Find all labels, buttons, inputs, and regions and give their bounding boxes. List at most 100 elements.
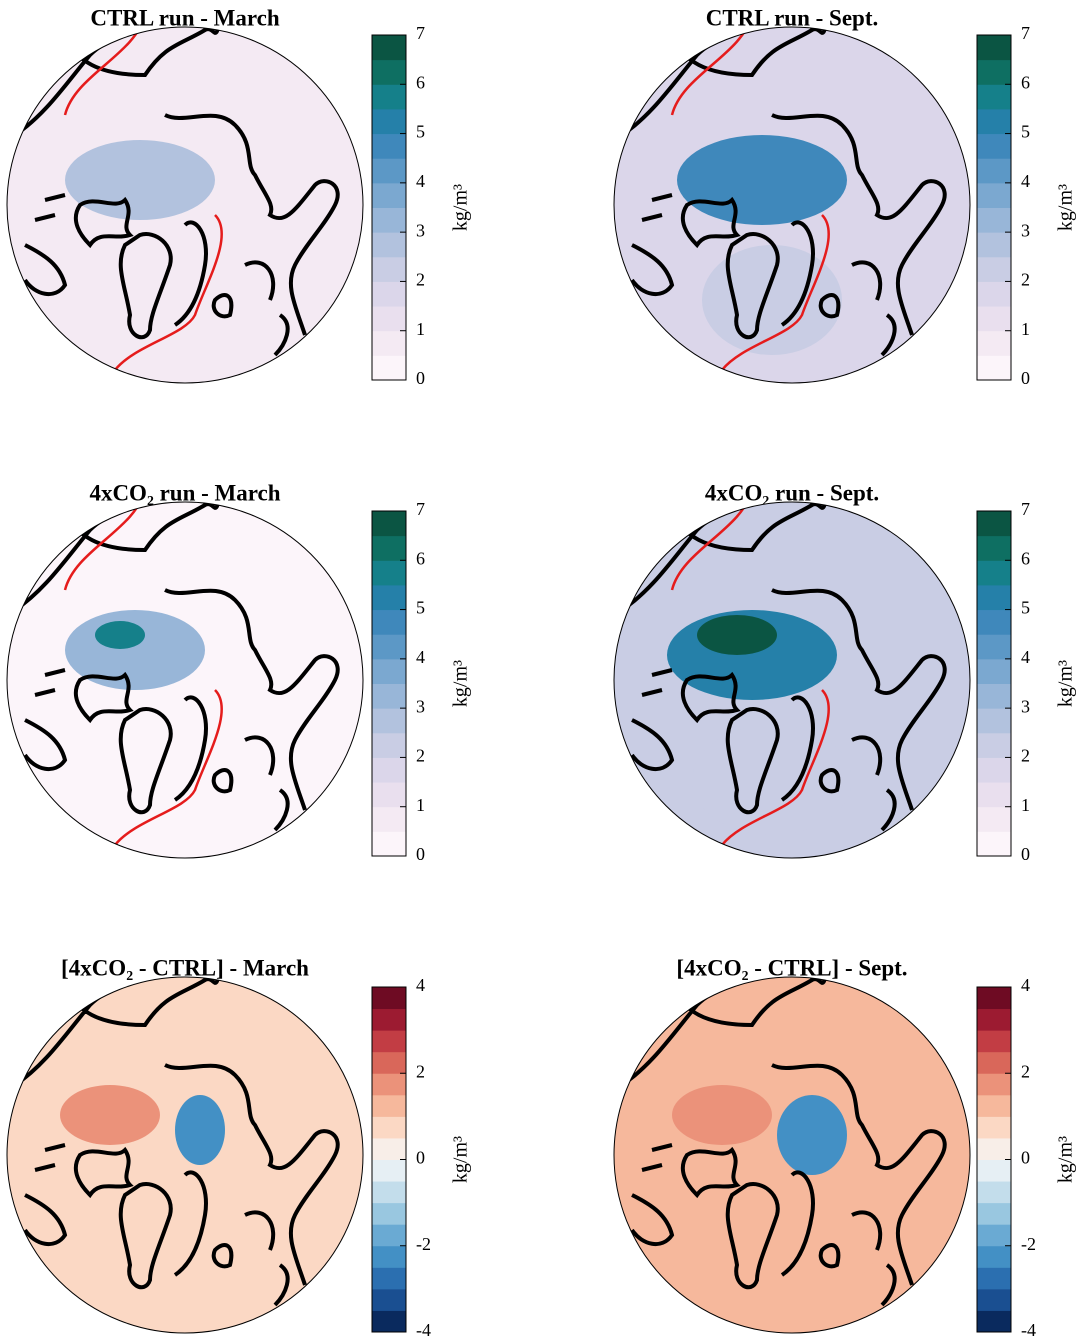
colorbar-tick-label: 0 (416, 1148, 425, 1168)
map (614, 977, 970, 1333)
colorbar-band (372, 708, 406, 734)
field-region (175, 1095, 225, 1165)
colorbar-band (977, 84, 1011, 110)
colorbar-frame (976, 510, 1012, 857)
colorbar-band (372, 232, 406, 258)
colorbar-band (372, 1267, 406, 1290)
colorbar-band (977, 987, 1011, 1010)
colorbar-band (372, 757, 406, 783)
colorbar-band (977, 1181, 1011, 1204)
colorbar-tick-label: 6 (1021, 72, 1030, 92)
colorbar-band (977, 683, 1011, 709)
colorbar-band (977, 708, 1011, 734)
colorbar-tick-label: 3 (1021, 220, 1030, 240)
colorbar-band (977, 584, 1011, 611)
map (614, 27, 970, 383)
colorbar-band (977, 158, 1011, 184)
colorbar-tick-label: 5 (1021, 598, 1030, 618)
colorbar-label: kg/m³ (450, 184, 472, 231)
panel-title: 4xCO₂ run - March (89, 480, 280, 505)
colorbar-band (372, 1159, 406, 1182)
colorbar-band (977, 59, 1011, 85)
map (7, 977, 363, 1333)
colorbar-label: kg/m³ (450, 660, 472, 707)
colorbar-tick-label: 0 (1021, 368, 1030, 388)
colorbar-band (372, 732, 406, 758)
colorbar-band (372, 1310, 406, 1333)
colorbar-band (977, 1094, 1011, 1117)
colorbar-band (977, 256, 1011, 282)
colorbar-band (977, 1310, 1011, 1333)
colorbar-band (372, 584, 406, 611)
colorbar-band (372, 108, 406, 135)
colorbar-band (977, 831, 1011, 857)
map-border (613, 976, 971, 1334)
colorbar-band (372, 831, 406, 857)
colorbar-band (372, 133, 406, 159)
map (614, 502, 970, 858)
panel-title: CTRL run - Sept. (706, 5, 879, 30)
colorbar-band (977, 1051, 1011, 1074)
map-background (7, 502, 363, 858)
colorbar-band (977, 560, 1011, 586)
colorbar-band (372, 609, 406, 635)
colorbar-tick-label: 2 (416, 270, 425, 290)
colorbar-band (372, 1224, 406, 1247)
colorbar-frame (371, 34, 407, 381)
colorbar-tick-label: 1 (416, 795, 425, 815)
field-region (777, 1095, 847, 1175)
colorbar-band (977, 1224, 1011, 1247)
map-border (6, 26, 364, 384)
colorbar-tick-label: 1 (416, 319, 425, 339)
field-region (95, 621, 145, 649)
colorbar-tick-label: 1 (1021, 795, 1030, 815)
colorbar-tick-label: 7 (416, 23, 425, 43)
colorbar-tick-label: 5 (1021, 122, 1030, 142)
map (7, 502, 363, 858)
colorbar-band (372, 1051, 406, 1074)
colorbar-band (372, 1073, 406, 1096)
colorbar-band (977, 1159, 1011, 1182)
colorbar-tick-label: 6 (416, 548, 425, 568)
colorbar-band (372, 1202, 406, 1225)
colorbar-band (977, 182, 1011, 208)
panel-title: [4xCO₂ - CTRL] - March (61, 955, 309, 980)
colorbar-tick-label: -2 (1021, 1234, 1036, 1254)
colorbar-band (977, 1245, 1011, 1268)
colorbar-tick-label: 3 (416, 696, 425, 716)
colorbar-tick-label: 2 (416, 1061, 425, 1081)
colorbar-band (372, 330, 406, 356)
colorbar-band (977, 35, 1011, 61)
map-border (6, 976, 364, 1334)
colorbar-band (977, 1116, 1011, 1139)
colorbar-band (372, 1008, 406, 1031)
map-border (613, 501, 971, 859)
colorbar-tick-label: 0 (416, 844, 425, 864)
colorbar-tick-label: 7 (416, 499, 425, 519)
colorbar-band (977, 108, 1011, 135)
colorbar-band (977, 306, 1011, 332)
colorbar-tick-label: 2 (1021, 270, 1030, 290)
colorbar-band (977, 1008, 1011, 1031)
field-region (672, 1085, 772, 1145)
panel-title: CTRL run - March (90, 5, 280, 30)
map (7, 27, 363, 383)
colorbar-band (977, 658, 1011, 684)
colorbar-band (372, 59, 406, 85)
colorbar-tick-label: 3 (416, 220, 425, 240)
colorbar-tick-label: 0 (1021, 1148, 1030, 1168)
colorbar-label: kg/m³ (1055, 660, 1077, 707)
colorbar-band (977, 806, 1011, 832)
colorbar-tick-label: 6 (416, 72, 425, 92)
colorbar-tick-label: 4 (1021, 975, 1030, 995)
colorbar-band (977, 757, 1011, 783)
colorbar-band (372, 683, 406, 709)
colorbar-band (372, 1137, 406, 1160)
colorbar-band (372, 281, 406, 307)
colorbar-band (372, 535, 406, 561)
colorbar-tick-label: 4 (416, 647, 425, 667)
colorbar-band (372, 560, 406, 586)
colorbar-tick-label: 0 (1021, 844, 1030, 864)
colorbar-band (977, 1030, 1011, 1053)
colorbar-band (977, 1267, 1011, 1290)
